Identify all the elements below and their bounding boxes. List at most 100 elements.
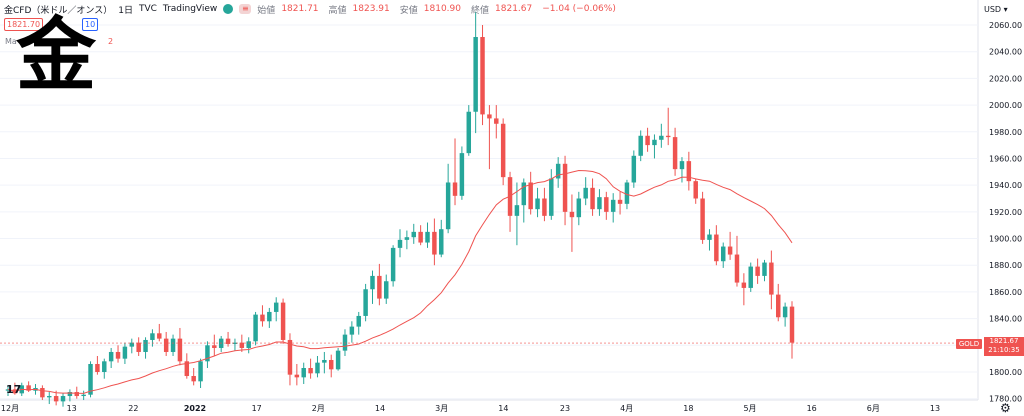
interval-label[interactable]: 1日 (118, 5, 133, 16)
candle-body (631, 155, 637, 183)
candle-body (782, 306, 788, 318)
price-tick-label: 1800.00 (989, 368, 1022, 377)
candle-body (652, 139, 657, 146)
time-tick-label: 13 (67, 404, 77, 413)
candle-body (480, 37, 485, 115)
candle-body (335, 350, 341, 370)
candle-body (569, 211, 575, 218)
price-tick-label: 1940.00 (989, 181, 1022, 190)
candle-body (789, 306, 795, 343)
candle-body (494, 118, 499, 124)
candle-body (328, 359, 334, 370)
candle-body (714, 234, 719, 262)
candle-body (755, 266, 760, 276)
candle-body (521, 182, 527, 206)
time-tick-label: 2月 (312, 404, 325, 413)
candle-body (136, 342, 141, 352)
candle-body (150, 333, 155, 340)
candle-body (707, 234, 712, 240)
price-tick-label: 2000.00 (989, 101, 1022, 110)
moving-average-line (7, 169, 793, 394)
gold-logo: 金 (16, 9, 96, 102)
candle-body (225, 338, 231, 344)
ask-price-box[interactable]: 10 (82, 18, 99, 31)
countdown-timer: 21:10:35 (988, 346, 1020, 354)
price-tick-label: 1980.00 (989, 128, 1022, 137)
bid-price-box[interactable]: 1821.70 (4, 18, 44, 31)
price-tick-label: 2060.00 (989, 21, 1022, 30)
candle-body (535, 198, 540, 210)
source-label: TradingView (162, 4, 218, 14)
last-price: 1821.67 (989, 337, 1019, 345)
candle-body (549, 178, 554, 216)
symbol-name[interactable]: 金CFD（米ドル／オンス） (4, 5, 113, 16)
candle-body (514, 205, 520, 216)
candle-body (597, 197, 602, 210)
candle-body (102, 361, 107, 372)
candle-body (53, 396, 59, 402)
candle-body (129, 342, 135, 347)
time-tick-label: 5月 (743, 404, 756, 413)
candle-body (452, 182, 458, 196)
ma-indicator-label[interactable]: Ma (5, 37, 17, 46)
candle-body (5, 389, 11, 391)
candle-body (555, 163, 561, 179)
candle-body (74, 392, 80, 397)
candle-body (108, 351, 114, 362)
price-tick-label: 2040.00 (989, 48, 1022, 57)
candle-body (212, 345, 217, 348)
candle-body (542, 198, 547, 216)
price-tick-label: 1880.00 (989, 261, 1022, 270)
high-value: 1823.91 (352, 4, 390, 14)
candle-body (287, 339, 293, 375)
candle-body (445, 182, 451, 230)
candle-body (679, 161, 685, 170)
candle-body (425, 231, 430, 243)
ma-indicator-value: 2 (108, 37, 114, 46)
candle-body (81, 394, 86, 397)
candle-body (363, 289, 368, 316)
candle-body (294, 374, 300, 378)
candle-body (143, 339, 148, 352)
candle-body (590, 187, 595, 210)
gear-icon[interactable]: ⚙ (1000, 401, 1011, 415)
candle-body (47, 396, 52, 398)
time-tick-label: 4月 (620, 404, 633, 413)
candle-body (177, 338, 183, 362)
candle-body (624, 182, 630, 204)
candle-body (700, 198, 705, 240)
candle-body (239, 342, 245, 348)
currency-selector[interactable]: USD ▾ (984, 5, 1008, 14)
candle-body (342, 334, 348, 351)
time-tick-label: 22 (128, 404, 138, 413)
low-label: 安値 (399, 5, 418, 16)
candle-body (157, 333, 162, 339)
candle-body (500, 123, 506, 178)
candle-body (432, 231, 437, 255)
candle-body (762, 262, 767, 276)
candle-body (672, 137, 678, 170)
price-tick-label: 1920.00 (989, 208, 1022, 217)
time-tick-label: 14 (498, 404, 508, 413)
candle-body (273, 302, 279, 312)
price-tick-label: 1900.00 (989, 235, 1022, 244)
tradingview-logo-icon[interactable]: 17 (6, 383, 22, 396)
last-price-tag: 1821.67 21:10:35 (984, 337, 1024, 356)
candle-body (349, 326, 355, 335)
candle-body (439, 229, 444, 255)
open-label: 始値 (257, 5, 276, 16)
candle-body (404, 237, 410, 240)
candle-body (686, 161, 692, 182)
candle-body (253, 314, 258, 342)
candle-body (617, 199, 623, 204)
candle-body (562, 163, 568, 212)
price-tick-label: 1780.00 (989, 395, 1022, 404)
candle-body (377, 275, 382, 299)
candle-body (67, 392, 73, 397)
candle-body (638, 135, 643, 156)
candle-body (397, 239, 403, 248)
candle-body (459, 153, 465, 196)
menu-icon[interactable]: ≡ (239, 4, 252, 14)
candle-body (205, 345, 210, 362)
